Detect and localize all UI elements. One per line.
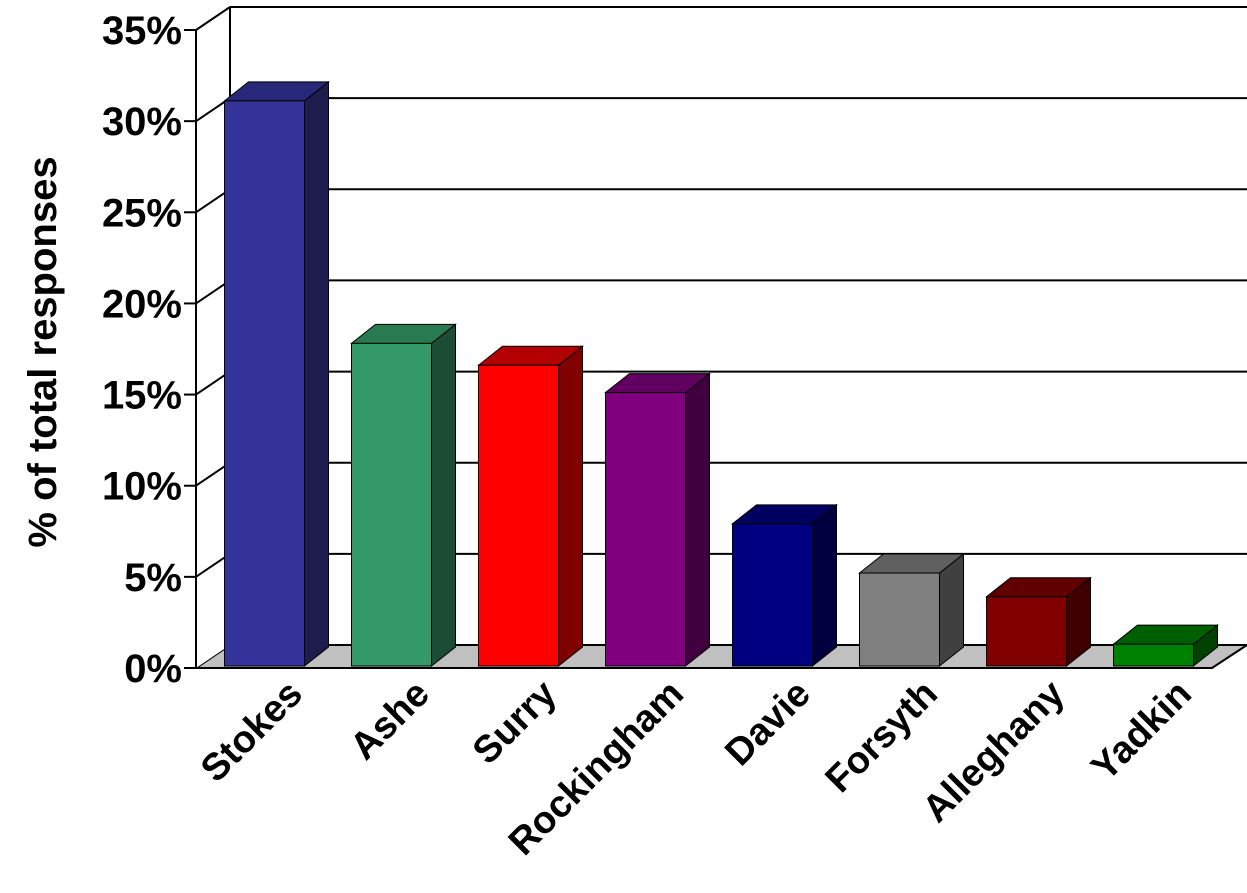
y-tick-label: 35% <box>102 9 182 53</box>
y-tick-label: 10% <box>102 465 182 509</box>
bar <box>985 576 1092 668</box>
bar <box>350 323 457 668</box>
bar <box>731 503 838 668</box>
y-tick-label: 20% <box>102 282 182 326</box>
x-tick-label: Yadkin <box>1084 673 1200 789</box>
y-tick-label: 30% <box>102 100 182 144</box>
x-tick-label: Davie <box>717 673 818 774</box>
floor <box>192 644 1247 669</box>
y-tick-label: 15% <box>102 374 182 418</box>
bar <box>477 345 584 668</box>
y-tick-label: 0% <box>124 647 182 691</box>
bar-side <box>304 80 329 668</box>
bar-front <box>605 392 686 667</box>
bar-side <box>939 553 964 668</box>
x-tick-label: Ashe <box>342 673 437 768</box>
side-wall <box>196 7 230 668</box>
bar <box>223 80 330 668</box>
bar-front <box>351 342 432 667</box>
chart-walls <box>192 7 1247 669</box>
bar-side <box>685 372 710 668</box>
bar-front <box>732 523 813 667</box>
bar-front <box>986 596 1067 667</box>
bar <box>1112 624 1219 668</box>
x-tick-label: Stokes <box>193 673 311 791</box>
bar <box>604 372 711 668</box>
bar <box>858 553 965 668</box>
x-tick-label: Forsyth <box>818 673 946 801</box>
y-tick-label: 25% <box>102 191 182 235</box>
gridlines <box>184 6 1247 669</box>
bar-front <box>1113 643 1194 667</box>
x-tick-label: Surry <box>465 673 565 773</box>
gridline-side <box>195 6 231 31</box>
bar-side <box>431 323 456 668</box>
bar-front <box>478 364 559 667</box>
bar-front <box>859 572 940 667</box>
bar-front <box>224 100 305 667</box>
y-tick-label: 5% <box>124 556 182 600</box>
bar-side <box>812 503 837 668</box>
bar-side <box>558 345 583 668</box>
y-axis-title: % of total responses <box>21 156 65 547</box>
bars <box>223 80 1219 668</box>
y-tick-labels: 0% 5% 10% 15% 20% 25% 30% 35% <box>102 9 182 691</box>
